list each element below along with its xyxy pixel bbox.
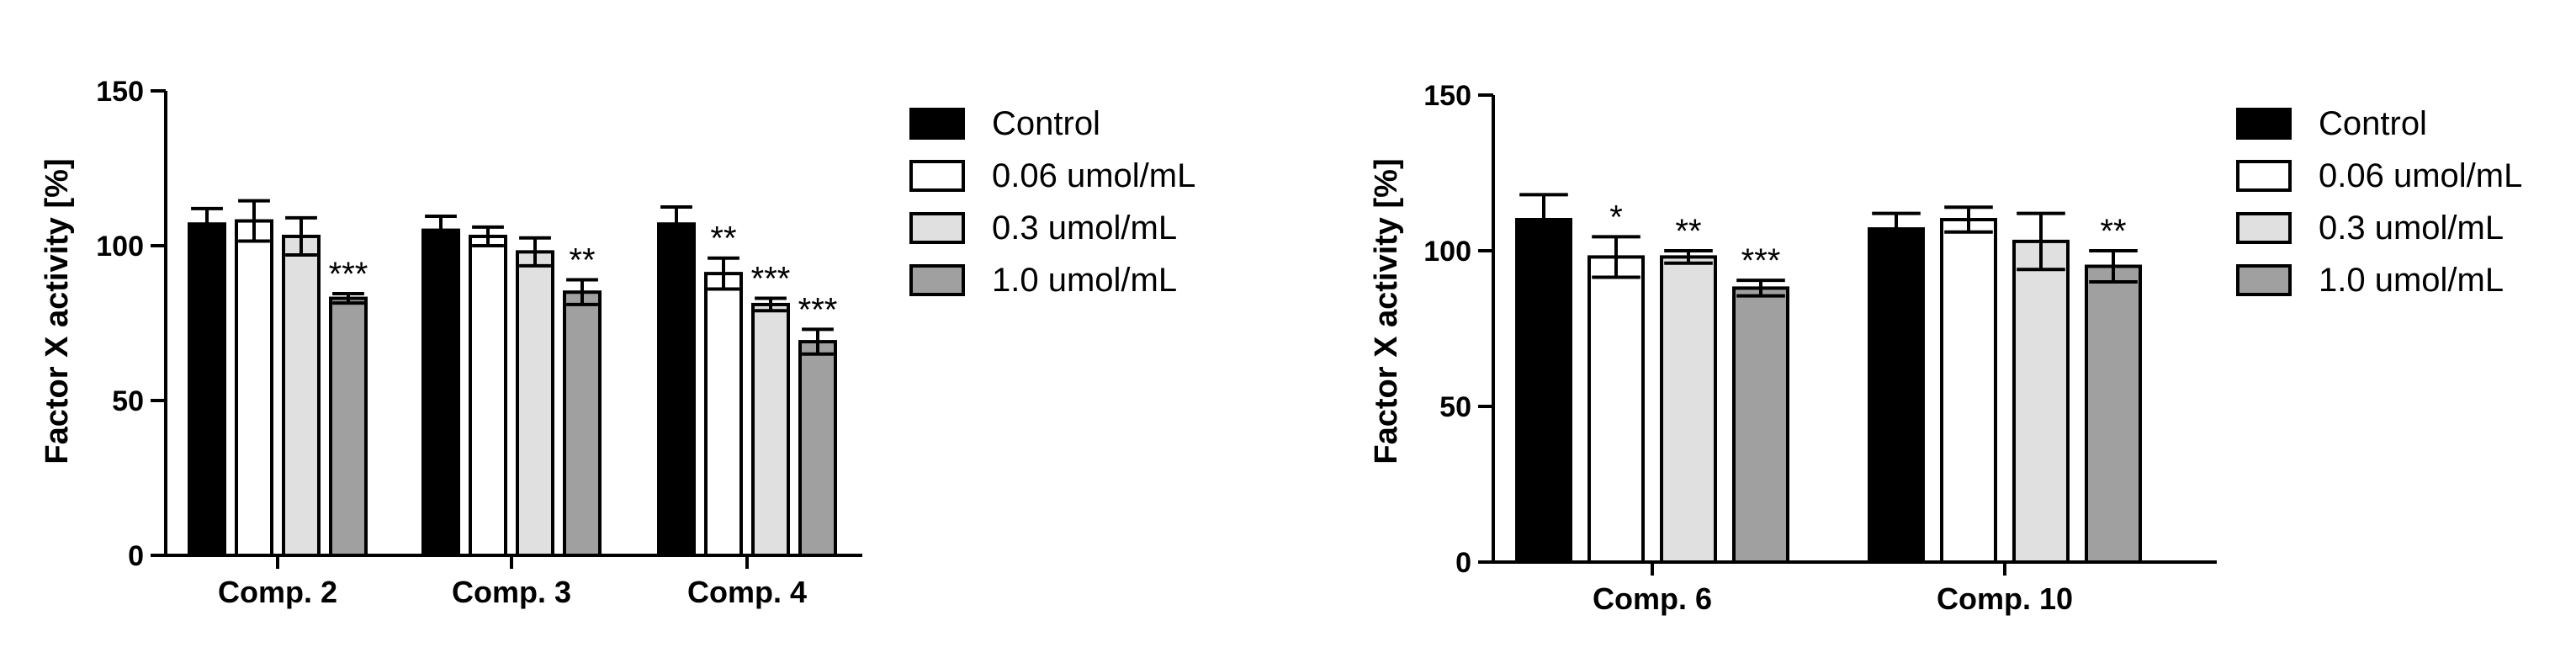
- bar: [751, 302, 790, 557]
- legend-swatch: [2236, 212, 2292, 244]
- significance-label: ***: [751, 261, 791, 298]
- y-axis-title: Factor X activity [%]: [1369, 158, 1404, 464]
- bar: [188, 222, 226, 557]
- significance-label: *: [1609, 199, 1623, 236]
- bars: *** **********: [188, 199, 838, 557]
- bar: [704, 272, 743, 557]
- legend-swatch: [909, 212, 965, 244]
- y-tick-label: 50: [112, 385, 144, 417]
- bar: [2085, 264, 2142, 564]
- significance-label: **: [1675, 213, 1701, 250]
- y-ticks: 0 50 100 150: [96, 76, 166, 572]
- legend-label: 0.3 umol/mL: [2319, 210, 2504, 247]
- category-label: Comp. 3: [452, 575, 571, 609]
- bar: [235, 219, 273, 557]
- category-label: Comp. 6: [1593, 581, 1712, 616]
- legend-label: 1.0 umol/mL: [992, 262, 1177, 299]
- legend-swatch: [2236, 264, 2292, 296]
- y-ticks: 0 50 100 150: [1423, 80, 1493, 579]
- category-label: Comp. 2: [218, 575, 337, 609]
- bar: [282, 234, 321, 557]
- category-labels: Comp. 6 Comp. 10: [1593, 562, 2073, 616]
- significance-label: ***: [798, 291, 838, 328]
- legend-label: 1.0 umol/mL: [2319, 262, 2504, 299]
- legend-label: 0.06 umol/mL: [2319, 157, 2522, 194]
- significance-label: **: [710, 220, 736, 257]
- legend-label: Control: [2319, 105, 2427, 142]
- bar: [1868, 227, 1925, 564]
- significance-label: **: [2100, 213, 2126, 250]
- bar: [1940, 218, 1997, 564]
- bar: [329, 296, 368, 557]
- category-label: Comp. 10: [1937, 581, 2073, 616]
- bar: [657, 222, 696, 557]
- bar: [469, 234, 507, 557]
- bar: [516, 250, 554, 557]
- legend-label: Control: [992, 105, 1100, 142]
- y-tick-label: 150: [96, 76, 144, 108]
- bars: * *******: [1515, 193, 2142, 564]
- legend-swatch: [909, 160, 965, 192]
- y-tick-label: 100: [96, 231, 144, 263]
- legend-label: 0.3 umol/mL: [992, 210, 1177, 247]
- category-labels: Comp. 2 Comp. 3 Comp. 4: [218, 555, 807, 609]
- bar: [1587, 255, 1645, 564]
- bar: [1660, 255, 1717, 564]
- legend: Control 0.06 umol/mL 0.3 umol/mL 1.0 umol/m…: [2236, 105, 2522, 299]
- bar: [563, 290, 602, 557]
- legend-swatch: [2236, 108, 2292, 140]
- bar: [2012, 239, 2070, 564]
- y-tick-label: 100: [1423, 236, 1471, 268]
- bar: [798, 340, 837, 557]
- y-tick-label: 150: [1423, 80, 1471, 112]
- legend: Control 0.06 umol/mL 0.3 umol/mL 1.0 umol/m…: [909, 105, 1195, 299]
- y-axis-title: Factor X activity [%]: [40, 158, 75, 464]
- y-tick-label: 50: [1439, 391, 1471, 423]
- significance-label: ***: [329, 256, 368, 293]
- bar: [1515, 218, 1572, 564]
- significance-label: ***: [1741, 242, 1781, 279]
- category-label: Comp. 4: [687, 575, 807, 609]
- significance-label: **: [569, 241, 595, 279]
- legend-swatch: [909, 264, 965, 296]
- legend-swatch: [909, 108, 965, 140]
- bar: [1732, 286, 1789, 564]
- y-tick-label: 0: [1455, 547, 1471, 579]
- bar: [421, 228, 460, 557]
- legend-label: 0.06 umol/mL: [992, 157, 1195, 194]
- legend-swatch: [2236, 160, 2292, 192]
- y-tick-label: 0: [128, 540, 144, 572]
